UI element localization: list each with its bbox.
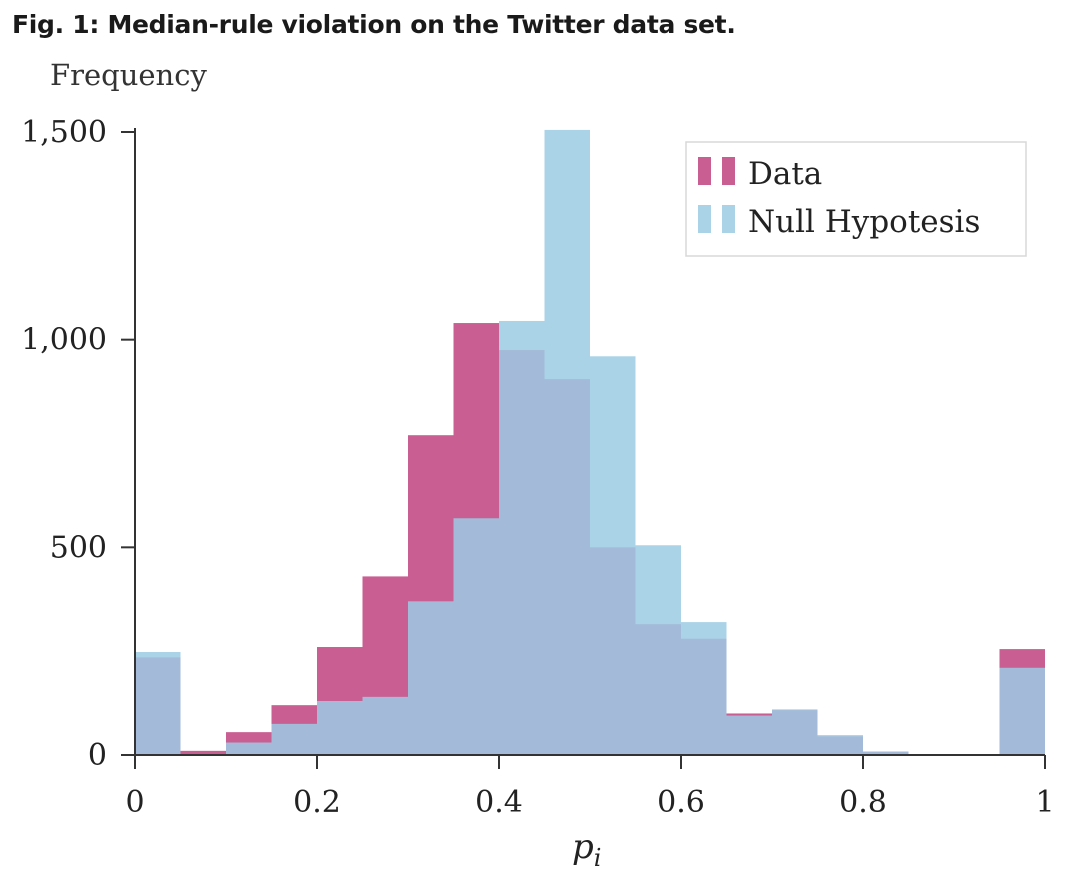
bar-null-8 bbox=[499, 320, 545, 755]
bar-null-6 bbox=[408, 601, 454, 755]
legend-box bbox=[685, 141, 1027, 257]
bar-null-19 bbox=[999, 667, 1045, 755]
bar-null-4 bbox=[317, 701, 363, 755]
figure-title: Fig. 1: Median-rule violation on the Twi… bbox=[12, 10, 736, 39]
bar-null-14 bbox=[772, 709, 818, 755]
y-axis-title: Frequency bbox=[50, 58, 207, 92]
x-tick-label-4: 0.8 bbox=[839, 785, 887, 820]
null-hypothesis-series-bars bbox=[135, 129, 1045, 755]
bar-null-7 bbox=[453, 518, 499, 755]
x-tick-label-2: 0.4 bbox=[475, 785, 523, 820]
x-axis-title-subscript: i bbox=[594, 844, 602, 872]
legend-label-data: Data bbox=[748, 156, 822, 192]
x-axis-title: pi bbox=[572, 827, 601, 872]
x-tick-label-5: 1 bbox=[1035, 785, 1054, 820]
bar-null-16 bbox=[863, 751, 909, 755]
y-tick-label-2: 1,000 bbox=[21, 323, 107, 358]
legend-swatch-data-b bbox=[722, 157, 735, 185]
legend-swatch-null-hypotesis-b bbox=[722, 205, 735, 233]
x-tick-label-3: 0.6 bbox=[657, 785, 705, 820]
bar-null-2 bbox=[226, 742, 272, 755]
bar-null-10 bbox=[590, 356, 636, 755]
bar-null-9 bbox=[544, 129, 590, 755]
bar-null-15 bbox=[817, 735, 863, 755]
bar-null-5 bbox=[362, 696, 408, 755]
x-axis-title-main: p bbox=[572, 827, 594, 867]
y-tick-label-3: 1,500 bbox=[21, 115, 107, 150]
x-tick-label-1: 0.2 bbox=[293, 785, 341, 820]
legend: Data Null Hypotesis bbox=[685, 141, 1027, 257]
bar-null-13 bbox=[726, 715, 772, 755]
x-tick-label-0: 0 bbox=[125, 785, 144, 820]
bar-data-1 bbox=[180, 750, 226, 755]
y-tick-label-1: 500 bbox=[50, 530, 107, 565]
y-tick-label-0: 0 bbox=[88, 738, 107, 773]
bar-null-0 bbox=[135, 651, 181, 755]
axes: 0 500 1,000 1,500 0 0.2 0.4 0.6 0.8 1 bbox=[21, 115, 1054, 820]
legend-swatch-null-hypotesis-a bbox=[698, 205, 711, 233]
legend-swatch-data-a bbox=[698, 157, 711, 185]
bar-null-11 bbox=[635, 545, 681, 755]
bar-null-3 bbox=[271, 723, 317, 755]
legend-label-null-hypotesis: Null Hypotesis bbox=[748, 204, 980, 240]
bar-null-12 bbox=[681, 622, 727, 755]
